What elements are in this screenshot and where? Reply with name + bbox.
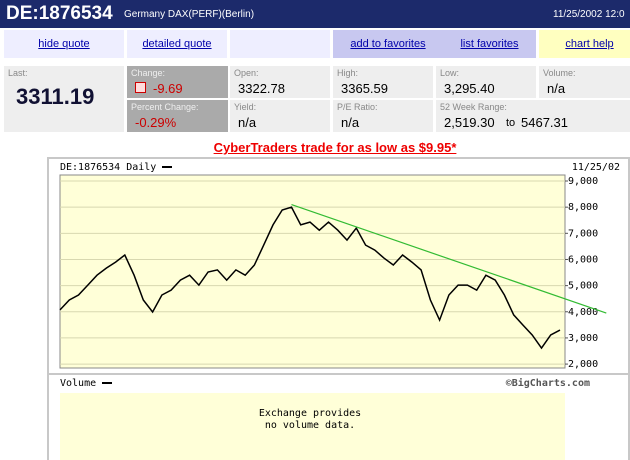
y-tick-label: 4,000 xyxy=(568,307,598,318)
value: n/a xyxy=(341,115,360,130)
volume-title: Volume xyxy=(60,378,96,389)
pe-cell: P/E Ratio: n/a xyxy=(333,100,433,132)
credit: ©BigCharts.com xyxy=(506,377,590,389)
legend-dash xyxy=(102,382,112,384)
value: 3,295.40 xyxy=(444,81,495,96)
volume-area xyxy=(60,393,565,460)
range-low: 2,519.30 xyxy=(444,115,495,130)
y-tick-label: 8,000 xyxy=(568,202,598,213)
value: 3365.59 xyxy=(341,81,388,96)
header-bar: DE:1876534 Germany DAX(PERF)(Berlin) 11/… xyxy=(0,0,630,28)
symbol: DE:1876534 xyxy=(6,3,113,24)
label: Open: xyxy=(234,68,259,78)
datetime: 11/25/2002 12:0 xyxy=(553,9,625,20)
value: -9.69 xyxy=(153,81,183,96)
nav-spacer xyxy=(230,30,330,58)
value: n/a xyxy=(238,115,257,130)
value: -0.29% xyxy=(135,115,177,130)
y-tick-label: 9,000 xyxy=(568,176,598,187)
legend-dash xyxy=(162,166,172,168)
value: 3322.78 xyxy=(238,81,285,96)
last-cell: Last: 3311.19 xyxy=(4,66,124,132)
last-value: 3311.19 xyxy=(16,84,95,109)
add-favorites-link[interactable]: add to favorites xyxy=(333,30,443,58)
open-cell: Open: 3322.78 xyxy=(230,66,330,98)
trend-line xyxy=(291,203,607,314)
label: High: xyxy=(337,68,359,78)
range-separator: to xyxy=(506,117,516,129)
range-cell: 52 Week Range: 2,519.30 to 5467.31 xyxy=(436,100,630,132)
high-cell: High: 3365.59 xyxy=(333,66,433,98)
value: n/a xyxy=(547,81,566,96)
price-line xyxy=(59,206,561,350)
detailed-quote-link[interactable]: detailed quote xyxy=(127,30,227,58)
volume-note: Exchange provides xyxy=(259,408,361,419)
label: P/E Ratio: xyxy=(337,102,378,112)
low-cell: Low: 3,295.40 xyxy=(436,66,536,98)
down-icon xyxy=(135,82,146,93)
chart-header xyxy=(49,159,628,175)
yield-cell: Yield: n/a xyxy=(230,100,330,132)
label: Change: xyxy=(131,68,166,78)
chart-date: 11/25/02 xyxy=(572,162,620,173)
y-tick-label: 7,000 xyxy=(568,228,598,239)
hide-quote-link[interactable]: hide quote xyxy=(4,30,124,58)
plot-area xyxy=(59,174,566,369)
y-tick-label: 3,000 xyxy=(568,333,598,344)
y-tick-label: 6,000 xyxy=(568,254,598,265)
percent-change-cell: Percent Change: -0.29% xyxy=(127,100,228,132)
label: Last: xyxy=(8,68,28,78)
label: Percent Change: xyxy=(131,102,199,112)
volume-note: no volume data. xyxy=(265,420,355,431)
index-name: Germany DAX(PERF)(Berlin) xyxy=(124,9,255,20)
change-cell: Change: -9.69 xyxy=(127,66,228,98)
y-tick-label: 5,000 xyxy=(568,281,598,292)
label: 52 Week Range: xyxy=(440,102,507,112)
chart-help-link[interactable]: chart help xyxy=(539,30,630,58)
promo-link[interactable]: CyberTraders trade for as low as $9.95* xyxy=(213,140,457,155)
label: Yield: xyxy=(234,102,257,112)
range-high: 5467.31 xyxy=(521,115,568,130)
label: Low: xyxy=(440,68,460,78)
list-favorites-link[interactable]: list favorites xyxy=(443,30,536,58)
volume-cell: Volume: n/a xyxy=(539,66,630,98)
y-tick-label: 2,000 xyxy=(568,359,598,370)
label: Volume: xyxy=(543,68,576,78)
chart-title: DE:1876534 Daily xyxy=(60,162,156,173)
volume-header xyxy=(49,375,628,390)
